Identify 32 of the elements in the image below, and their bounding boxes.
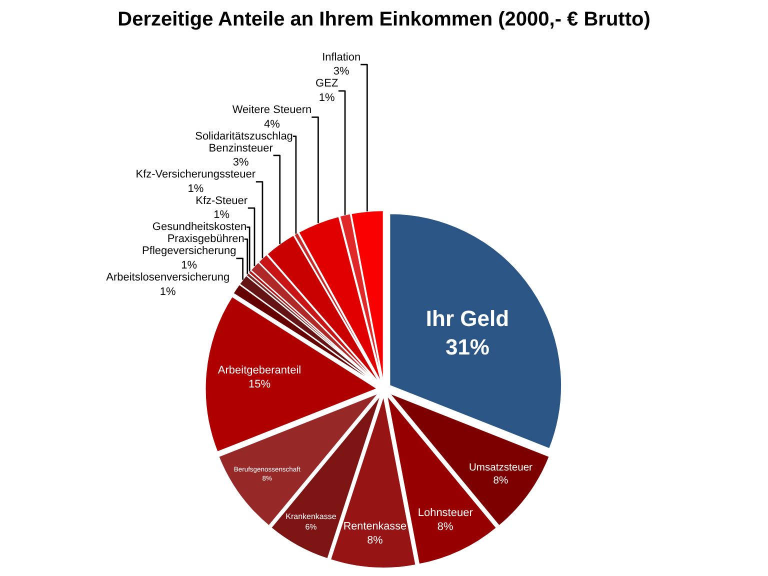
slice-label: Praxisgebühren (167, 233, 244, 246)
data-label: 8% (437, 521, 454, 534)
slice-label: Arbeitslosenversicherung (106, 272, 230, 284)
slice-label: Kfz-Steuer (196, 194, 248, 207)
data-label: 15% (248, 378, 271, 391)
slice-label: Lohnsteuer (418, 506, 474, 519)
slice-label: GEZ (316, 78, 338, 90)
data-label: 4% (264, 118, 280, 130)
data-label: 6% (305, 522, 317, 532)
slice-label: Pflegeversicherung (142, 245, 236, 258)
slice-label: Rentenkasse (343, 520, 407, 532)
slice-label: Krankenkasse (286, 512, 337, 522)
data-label: 31% (445, 334, 490, 360)
slice-label: Benzinsteuer (208, 142, 274, 154)
data-label: 1% (214, 209, 230, 222)
slice-label: Arbeitgeberanteil (218, 364, 302, 376)
slice-label: Kfz-Versicherungssteuer (136, 168, 256, 181)
data-label: 1% (181, 260, 198, 272)
data-label: 1% (318, 92, 336, 104)
data-label: 8% (493, 476, 508, 487)
chart-title: Derzeitige Anteile an Ihrem Einkommen (2000,- € Brutto) (118, 8, 650, 31)
data-label: 1% (188, 182, 204, 195)
slice-label: Gesundheitskosten (152, 221, 247, 234)
slice-label: Weitere Steuern (232, 104, 312, 116)
slice-label: Inflation (322, 51, 361, 64)
data-label: 8% (367, 534, 384, 547)
data-label: 3% (232, 156, 250, 169)
slice-label: Ihr Geld (426, 306, 510, 331)
slice-label: Solidaritätszuschlag (195, 130, 293, 142)
data-label: 1% (160, 286, 176, 298)
data-label: 3% (333, 66, 350, 78)
slice-label: Umsatzsteuer (468, 462, 534, 474)
